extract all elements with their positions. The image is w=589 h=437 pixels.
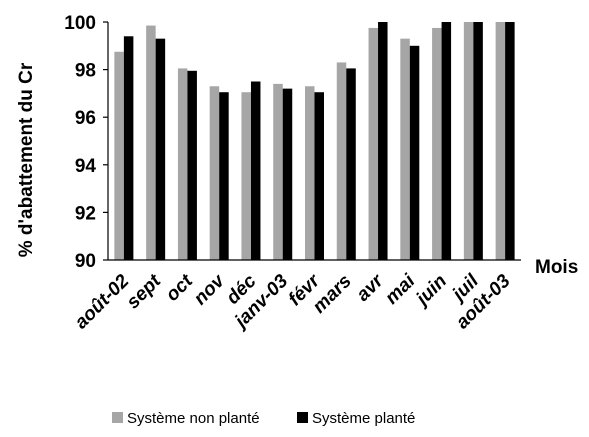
bar-plante-8 xyxy=(378,22,388,260)
legend-label-non-plante: Système non planté xyxy=(127,410,260,427)
y-tick-label-5: 100 xyxy=(64,13,96,34)
bar-plante-2 xyxy=(187,70,197,260)
y-tick-label-2: 94 xyxy=(75,156,97,177)
x-axis-ticks: août-02septoctnovdécjanv-03févrmarsavrma… xyxy=(71,270,515,334)
bar-plante-11 xyxy=(473,22,483,260)
bar-non-plante-2 xyxy=(177,68,188,260)
bar-plante-12 xyxy=(505,22,515,260)
bar-plante-1 xyxy=(155,38,166,260)
x-tick-label-9: mai xyxy=(381,270,420,309)
y-tick-label-3: 96 xyxy=(75,108,96,129)
legend: Système non planté Système planté xyxy=(112,410,415,427)
x-tick-label-1: sept xyxy=(123,270,166,313)
legend-label-plante: Système planté xyxy=(312,410,415,427)
bar-plante-9 xyxy=(409,45,420,260)
bars-group xyxy=(114,22,515,261)
bar-non-plante-5 xyxy=(273,83,283,260)
bar-non-plante-10 xyxy=(432,27,442,261)
bar-plante-0 xyxy=(123,36,134,260)
bar-non-plante-7 xyxy=(336,62,347,261)
y-axis-ticks: 90 92 94 96 98 100 xyxy=(64,13,108,272)
y-tick-label-0: 90 xyxy=(75,251,96,272)
x-tick-label-3: nov xyxy=(190,270,230,310)
legend-swatch-plante xyxy=(297,412,308,423)
bar-non-plante-12 xyxy=(495,22,506,260)
bar-non-plante-9 xyxy=(400,38,410,260)
bar-plante-10 xyxy=(441,22,452,260)
bar-non-plante-1 xyxy=(146,25,156,260)
bar-plante-3 xyxy=(219,92,229,261)
x-tick-label-10: juin xyxy=(410,271,451,312)
bar-non-plante-0 xyxy=(114,51,124,260)
bar-plante-7 xyxy=(346,68,356,260)
bar-plante-6 xyxy=(314,92,324,261)
x-tick-label-2: oct xyxy=(162,270,197,305)
legend-swatch-non-plante xyxy=(112,412,123,423)
bar-non-plante-8 xyxy=(368,27,379,261)
x-tick-label-0: août-02 xyxy=(71,270,134,333)
bar-non-plante-4 xyxy=(241,92,251,261)
bar-plante-4 xyxy=(250,81,261,260)
x-axis-title: Mois xyxy=(535,257,578,278)
y-tick-label-1: 92 xyxy=(75,203,96,224)
x-tick-label-8: avr xyxy=(353,270,389,306)
y-tick-label-4: 98 xyxy=(75,61,96,82)
y-axis-title: % d'abattement du Cr xyxy=(16,62,37,257)
bar-plante-5 xyxy=(282,88,293,260)
bar-non-plante-6 xyxy=(305,86,315,260)
bar-non-plante-3 xyxy=(209,86,220,260)
bar-non-plante-11 xyxy=(463,22,474,260)
